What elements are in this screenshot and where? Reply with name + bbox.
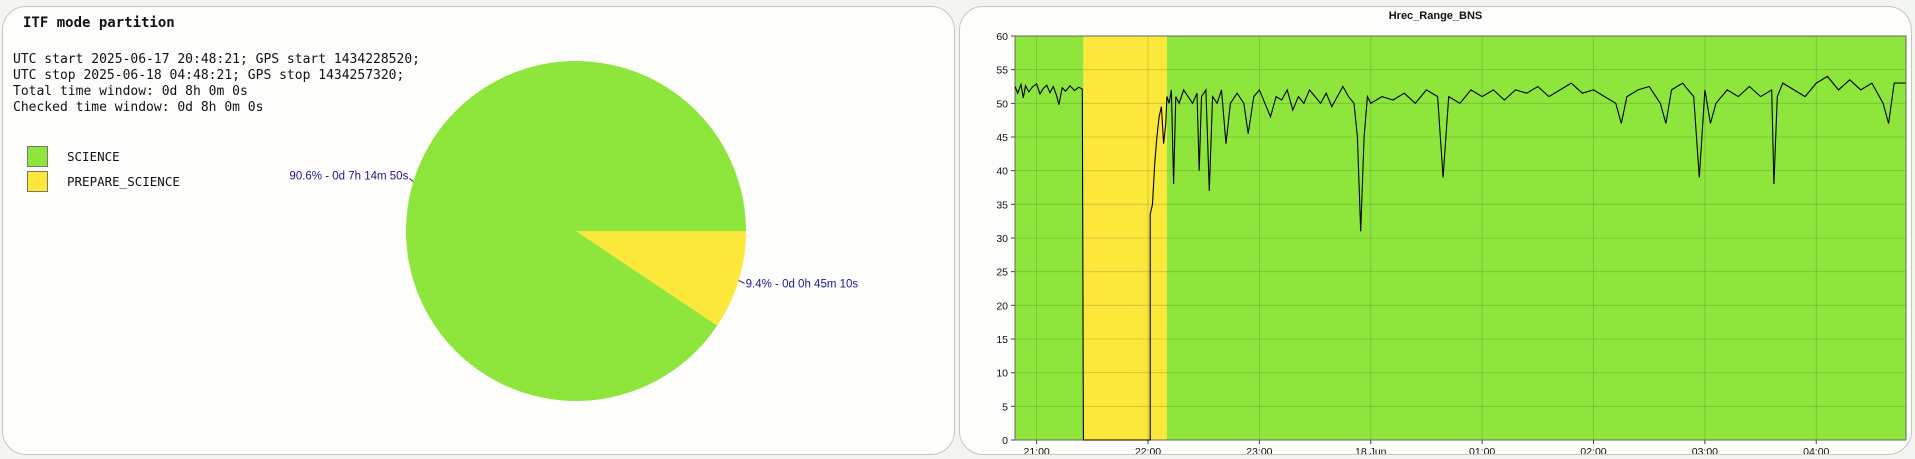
legend-label: PREPARE_SCIENCE [67, 173, 180, 189]
pie-chart: 90.6% - 0d 7h 14m 50s 9.4% - 0d 0h 45m 1… [289, 61, 859, 402]
pie-leader-line [409, 178, 414, 182]
y-tick-label: 5 [1002, 401, 1008, 413]
y-tick-label: 25 [996, 267, 1008, 279]
y-tick-label: 35 [996, 199, 1008, 211]
range-chart-panel: Hrec_Range_BNS 0 5 10 15 20 25 30 35 40 45 50 55 60 … [959, 6, 1912, 455]
range-line-chart: 0 5 10 15 20 25 30 35 40 45 50 55 60 21:00 22:00 23:00… [996, 31, 1907, 455]
x-tick-label: 03:00 [1692, 446, 1718, 455]
legend-item-prepare-science: PREPARE_SCIENCE [27, 169, 180, 193]
checked-time-line: Checked time window: 0d 8h 0m 0s [13, 100, 264, 115]
pie-slice-science [405, 61, 746, 402]
state-band-science [1015, 36, 1084, 440]
x-tick-label: 01:00 [1469, 446, 1495, 455]
y-tick-label: 55 [996, 65, 1008, 77]
y-tick-label: 60 [996, 31, 1008, 43]
panel-title: ITF mode partition [23, 15, 175, 31]
utc-stop-line: UTC stop 2025-06-18 04:48:21; GPS stop 1… [13, 68, 405, 83]
x-tick-label: 18 Jun [1355, 446, 1387, 455]
y-tick-label: 0 [1002, 435, 1008, 447]
time-window-info: UTC start 2025-06-17 20:48:21; GPS start… [13, 52, 420, 116]
total-time-line: Total time window: 0d 8h 0m 0s [13, 84, 248, 99]
legend-item-science: SCIENCE [27, 144, 180, 168]
plot-frame [1014, 35, 1907, 441]
y-tick-label: 50 [996, 98, 1008, 110]
y-tick-label: 10 [996, 368, 1008, 380]
legend: SCIENCE PREPARE_SCIENCE [27, 144, 180, 194]
pie-label-prepare-science: 9.4% - 0d 0h 45m 10s [746, 278, 859, 290]
x-tick-label: 22:00 [1135, 446, 1161, 455]
utc-start-line: UTC start 2025-06-17 20:48:21; GPS start… [13, 52, 420, 67]
legend-swatch [27, 170, 48, 192]
series-line-hrec-range [1014, 75, 1906, 441]
state-band-science [1166, 36, 1906, 440]
chart-title: Hrec_Range_BNS [1388, 10, 1483, 22]
pie-label-science: 90.6% - 0d 7h 14m 50s [289, 171, 408, 183]
pie-slice-prepare-science [576, 231, 746, 326]
x-tick-label: 04:00 [1803, 446, 1829, 455]
y-tick-label: 20 [996, 300, 1008, 312]
y-tick-label: 30 [996, 233, 1008, 245]
y-tick-label: 40 [996, 166, 1008, 178]
x-tick-label: 23:00 [1246, 446, 1272, 455]
y-tick-label: 45 [996, 132, 1008, 144]
pie-leader-line [738, 280, 745, 284]
y-tick-label: 15 [996, 334, 1008, 346]
mode-partition-panel: ITF mode partition UTC start 2025-06-17 … [2, 6, 955, 455]
state-band-prepare-science [1083, 36, 1167, 440]
legend-swatch [27, 145, 48, 167]
legend-label: SCIENCE [67, 148, 120, 164]
x-tick-label: 21:00 [1023, 446, 1049, 455]
x-tick-label: 02:00 [1580, 446, 1606, 455]
